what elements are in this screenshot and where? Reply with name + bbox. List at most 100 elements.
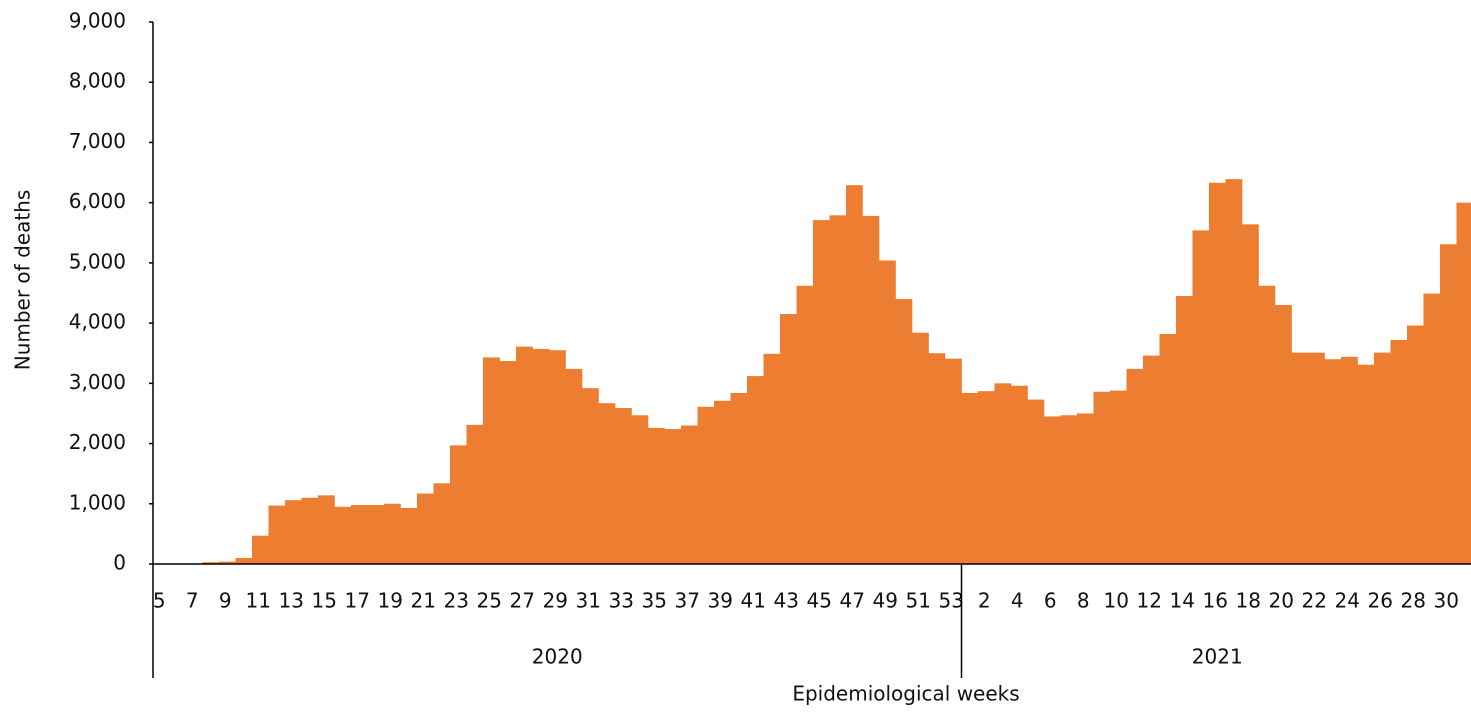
- x-tick-label: 11: [246, 589, 271, 613]
- x-tick-label: 37: [675, 589, 700, 613]
- x-tick-label: 15: [312, 589, 337, 613]
- bar: [747, 376, 764, 564]
- bar: [1110, 390, 1127, 564]
- x-tick-label: 12: [1137, 589, 1162, 613]
- x-tick-label: 24: [1335, 589, 1360, 613]
- bar: [813, 220, 830, 564]
- x-tick-label: 43: [774, 589, 799, 613]
- bar: [1077, 413, 1094, 564]
- x-tick-label: 7: [186, 589, 199, 613]
- x-tick-label: 22: [1302, 589, 1327, 613]
- bar: [466, 424, 484, 564]
- bar: [565, 368, 583, 564]
- bar: [681, 425, 698, 564]
- bar: [252, 535, 269, 564]
- x-tick-label: 20: [1269, 589, 1294, 613]
- x-tick-label: 8: [1077, 589, 1090, 613]
- bar: [1341, 356, 1358, 564]
- bar: [367, 504, 385, 564]
- bar: [1143, 355, 1160, 564]
- bar: [1044, 416, 1061, 564]
- x-tick-label: 6: [1044, 589, 1057, 613]
- x-tick-label: 31: [576, 589, 601, 613]
- y-tick-label: 0: [113, 551, 126, 575]
- bar: [532, 349, 550, 564]
- bar: [516, 346, 533, 564]
- bar: [1390, 339, 1408, 564]
- x-tick-label: 2: [978, 589, 991, 613]
- bar: [1456, 202, 1471, 564]
- bar: [1308, 352, 1325, 564]
- x-tick-label: 39: [708, 589, 733, 613]
- bar: [928, 353, 946, 564]
- bar: [384, 503, 401, 564]
- bar: [697, 406, 715, 564]
- bar: [1192, 230, 1210, 564]
- bar: [1357, 364, 1375, 564]
- bar: [202, 562, 220, 564]
- bar: [945, 358, 962, 564]
- bar: [1258, 285, 1276, 564]
- x-tick-label: 29: [543, 589, 568, 613]
- bar: [978, 391, 995, 564]
- group-label: 2020: [532, 645, 583, 669]
- bar: [582, 388, 599, 564]
- bar: [400, 507, 418, 564]
- x-tick-label: 4: [1011, 589, 1024, 613]
- bar: [1027, 399, 1045, 564]
- bar: [1440, 244, 1457, 564]
- bar: [1126, 368, 1144, 564]
- bar: [1324, 359, 1342, 564]
- x-tick-label: 51: [906, 589, 931, 613]
- x-tick-label: 33: [609, 589, 634, 613]
- y-axis-title: Number of deaths: [11, 190, 35, 371]
- x-tick-label: 18: [1236, 589, 1261, 613]
- bar: [895, 299, 913, 564]
- x-tick-label: 26: [1368, 589, 1393, 613]
- bar: [334, 506, 352, 564]
- bar: [763, 353, 781, 564]
- x-tick-label: 16: [1203, 589, 1228, 613]
- bar: [780, 314, 797, 564]
- bar: [1225, 179, 1243, 564]
- bar: [879, 260, 896, 564]
- bar: [219, 561, 236, 564]
- y-tick-label: 3,000: [69, 370, 126, 394]
- y-tick-label: 8,000: [69, 69, 126, 93]
- bar: [1407, 325, 1424, 564]
- bar: [1275, 305, 1292, 564]
- x-tick-label: 47: [840, 589, 865, 613]
- bar: [1242, 224, 1259, 564]
- x-tick-label: 30: [1434, 589, 1459, 613]
- bar: [1291, 352, 1309, 564]
- bar: [433, 483, 451, 564]
- bar: [1209, 182, 1226, 564]
- x-tick-label: 14: [1170, 589, 1195, 613]
- bar: [598, 403, 616, 564]
- bar: [450, 445, 467, 564]
- bar: [549, 350, 566, 564]
- bar: [351, 504, 368, 564]
- y-tick-label: 4,000: [69, 310, 126, 334]
- x-tick-label: 25: [477, 589, 502, 613]
- bar: [483, 357, 500, 564]
- x-tick-label: 23: [444, 589, 469, 613]
- bar: [1423, 293, 1441, 564]
- x-tick-label: 19: [378, 589, 403, 613]
- bar: [318, 495, 335, 564]
- x-tick-label: 28: [1401, 589, 1426, 613]
- y-tick-label: 7,000: [69, 129, 126, 153]
- bar: [1159, 333, 1177, 564]
- y-tick-label: 1,000: [69, 490, 126, 514]
- bar: [648, 427, 665, 564]
- x-tick-label: 13: [279, 589, 304, 613]
- y-tick-label: 9,000: [69, 9, 126, 33]
- bar: [631, 415, 649, 564]
- bar: [499, 361, 517, 564]
- x-tick-label: 53: [939, 589, 964, 613]
- bar: [829, 215, 847, 564]
- bar: [235, 557, 253, 564]
- x-tick-label: 9: [219, 589, 232, 613]
- x-tick-label: 41: [741, 589, 766, 613]
